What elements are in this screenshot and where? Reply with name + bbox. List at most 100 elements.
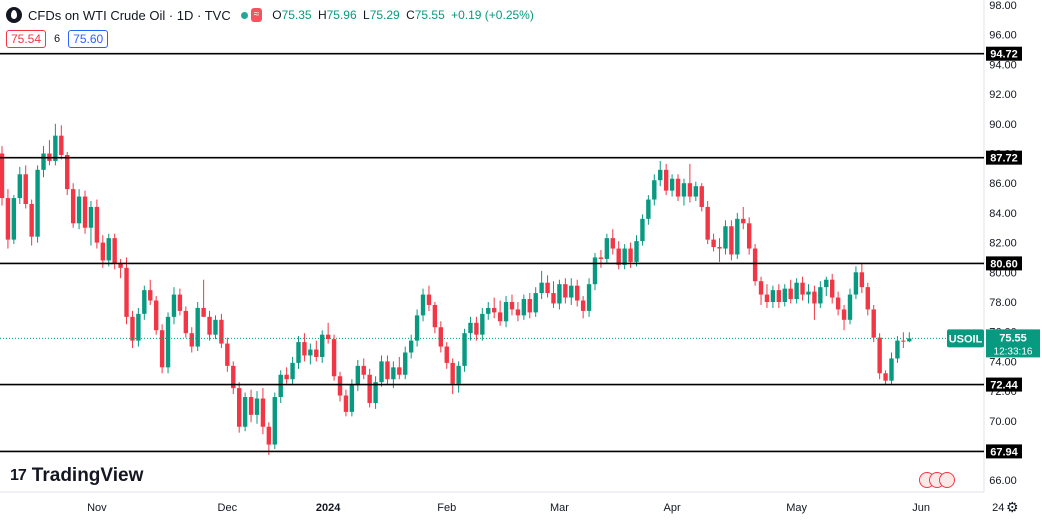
candle-body (272, 397, 277, 445)
candle-body (308, 349, 313, 356)
candle-body (444, 346, 449, 363)
candle-body (5, 198, 11, 240)
candle-body (486, 307, 491, 314)
chart-header: CFDs on WTI Crude Oil · 1D · TVC ≈ O75.3… (6, 6, 537, 24)
candle-body (367, 374, 372, 403)
candle-body (705, 206, 710, 240)
ohlc-readout: O75.35 H75.96 L75.29 C75.55 +0.19 (+0.25… (272, 8, 537, 22)
candle-body (70, 189, 76, 224)
candle-body (794, 282, 799, 300)
candle-body (717, 247, 722, 249)
event-flags[interactable] (919, 472, 955, 488)
candle-body (824, 279, 829, 288)
candle-body (628, 248, 633, 262)
time-tick-label: Feb (437, 502, 456, 514)
spread-value: 6 (54, 33, 61, 45)
candle-body (432, 304, 438, 328)
candle-body (575, 285, 580, 301)
candle-body (533, 293, 538, 313)
candle-body (871, 309, 876, 338)
candle-body (847, 294, 853, 320)
tradingview-logo[interactable]: 17 TradingView (10, 465, 143, 487)
candle-body (604, 238, 610, 259)
ask-button[interactable]: 75.60 (68, 30, 109, 48)
last-price-tag (986, 329, 1040, 358)
candle-body (711, 239, 716, 248)
candle-body (373, 382, 378, 403)
candle-body (165, 316, 171, 368)
candle-body (59, 135, 64, 155)
candle-body (450, 362, 455, 384)
candle-body (320, 334, 325, 357)
symbol-title[interactable]: CFDs on WTI Crude Oil · 1D · TVC (28, 7, 231, 23)
low-key: L (363, 8, 370, 22)
countdown-label: 12:33:16 (994, 346, 1033, 357)
candle-body (296, 342, 301, 363)
candle-body (426, 294, 432, 305)
candle-body (254, 398, 260, 415)
candle-body (65, 154, 70, 190)
candle-body (545, 282, 550, 294)
candle-body (290, 362, 295, 380)
candle-body (764, 294, 770, 302)
price-tick-label: 90.00 (989, 119, 1017, 131)
candle-body (41, 153, 46, 170)
candle-body (646, 199, 651, 219)
candle-body (859, 272, 865, 288)
change-value: +0.19 (+0.25%) (451, 8, 534, 22)
candle-body (23, 174, 28, 204)
candle-body (343, 395, 349, 412)
candle-body (616, 248, 621, 265)
high-value: 75.96 (326, 8, 357, 22)
candle-body (361, 365, 366, 375)
candle-body (853, 272, 859, 295)
candle-body (177, 294, 183, 311)
market-open-dot-icon (240, 11, 248, 19)
candle-body (895, 340, 900, 359)
candle-body (812, 291, 817, 304)
candle-body (260, 398, 266, 427)
level-price-label: 80.60 (990, 258, 1018, 270)
candle-body (302, 342, 307, 356)
low-value: 75.29 (369, 8, 400, 22)
candle-body (539, 282, 544, 294)
time-tick-label: Apr (664, 502, 681, 514)
candle-body (284, 374, 289, 380)
candle-body (142, 290, 147, 314)
candle-body (835, 297, 841, 310)
candle-body (237, 388, 242, 427)
candle-body (741, 218, 746, 224)
candle-body (907, 338, 912, 342)
candle-body (331, 339, 337, 377)
bid-button[interactable]: 75.54 (6, 30, 47, 48)
candle-body (527, 299, 532, 313)
candle-body (610, 238, 615, 249)
close-key: C (406, 8, 415, 22)
candle-body (770, 290, 776, 302)
time-tick-label: Dec (218, 502, 238, 514)
candle-body (124, 267, 129, 317)
tv-mark-icon: 17 (10, 467, 27, 484)
price-tick-label: 96.00 (989, 30, 1017, 42)
time-tick-label: Jun (912, 502, 930, 514)
candle-body (800, 282, 805, 295)
candle-body (379, 361, 384, 383)
candle-body (314, 349, 319, 357)
bid-ask-panel: 75.54 6 75.60 (6, 30, 109, 48)
gear-icon[interactable]: ⚙ (1006, 499, 1019, 515)
candle-body (723, 226, 728, 249)
market-status[interactable]: ≈ (240, 8, 263, 22)
candle-body (456, 365, 461, 384)
tilde-wave-icon: ≈ (250, 8, 263, 22)
candle-body (225, 343, 230, 366)
candle-body (349, 385, 355, 412)
us-flag-icon[interactable] (939, 472, 955, 488)
candle-body (729, 226, 734, 255)
candle-body (183, 310, 189, 334)
price-tick-label: 78.00 (989, 297, 1017, 309)
candle-body (355, 365, 360, 386)
candle-body (414, 315, 420, 341)
candle-body (420, 294, 426, 316)
open-key: O (272, 8, 282, 22)
